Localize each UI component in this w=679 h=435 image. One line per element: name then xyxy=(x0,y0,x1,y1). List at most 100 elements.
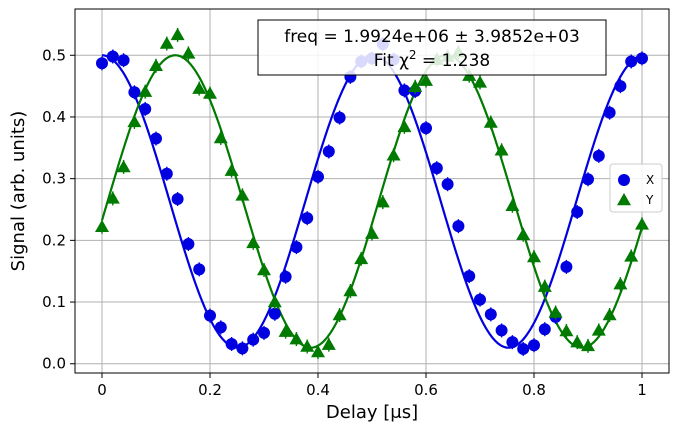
data-point-y xyxy=(300,339,315,352)
data-point-x xyxy=(128,86,141,99)
data-point-y xyxy=(602,308,617,321)
x-tick-label: 0.4 xyxy=(306,381,330,399)
x-axis-label: Delay [μs] xyxy=(326,402,418,423)
x-tick-label: 0.8 xyxy=(522,381,546,399)
x-tick-label: 1 xyxy=(637,381,647,399)
data-point-y xyxy=(203,86,217,99)
data-point-x xyxy=(517,342,530,355)
data-point-y xyxy=(224,163,239,176)
data-point-y xyxy=(505,198,520,212)
fit-annotation-box: freq = 1.9924e+06 ± 3.9852e+03 Fit χ2 = … xyxy=(257,19,607,76)
data-point-x xyxy=(506,336,519,349)
data-point-y xyxy=(397,119,412,133)
data-point-y xyxy=(278,324,293,337)
data-point-x xyxy=(268,307,281,320)
annotation-chi2-suffix: = 1.238 xyxy=(417,51,491,71)
data-point-x xyxy=(560,260,573,273)
data-point-x xyxy=(430,162,443,175)
data-point-y xyxy=(321,337,336,350)
data-point-y xyxy=(235,188,250,201)
data-point-y xyxy=(473,75,487,88)
data-point-y xyxy=(332,308,347,321)
annotation-chi2-text: Fit χ2 = 1.238 xyxy=(374,48,491,71)
data-point-y xyxy=(613,277,628,290)
y-tick-label: 0.2 xyxy=(42,231,66,249)
data-point-y xyxy=(95,219,109,233)
y-tick-label: 0.1 xyxy=(42,293,66,311)
data-point-y xyxy=(386,148,401,161)
annotation-chi2-superscript: 2 xyxy=(409,48,417,62)
x-tick-label: 0.6 xyxy=(414,381,438,399)
data-point-y xyxy=(105,191,120,204)
annotation-box xyxy=(257,19,607,76)
data-point-x xyxy=(625,55,638,68)
data-point-x xyxy=(247,333,260,346)
data-point-x xyxy=(528,339,540,352)
data-point-x xyxy=(225,338,238,351)
data-point-x xyxy=(474,293,486,306)
data-point-y xyxy=(483,115,498,128)
data-point-y xyxy=(343,283,358,297)
data-point-x xyxy=(117,54,130,67)
data-point-x xyxy=(150,132,162,145)
data-point-x xyxy=(193,263,206,276)
data-point-x xyxy=(139,102,152,115)
legend-marker-x xyxy=(618,174,630,186)
data-point-y xyxy=(494,143,509,156)
data-point-y xyxy=(257,262,271,276)
data-point-y xyxy=(149,58,163,72)
data-point-x xyxy=(290,241,303,254)
data-point-y xyxy=(267,295,282,308)
data-point-x xyxy=(96,57,108,70)
data-point-x xyxy=(322,145,335,158)
data-point-x xyxy=(182,238,195,251)
data-point-x xyxy=(614,80,627,93)
data-point-y xyxy=(408,79,423,92)
data-point-x xyxy=(603,106,616,119)
data-point-y xyxy=(527,250,541,263)
data-point-x xyxy=(160,167,173,180)
data-point-x xyxy=(312,170,324,183)
data-point-x xyxy=(636,52,648,65)
data-point-x xyxy=(214,321,227,334)
data-point-x xyxy=(106,50,119,63)
y-axis-label: Signal (arb. units) xyxy=(8,111,29,272)
legend-marker-y xyxy=(617,193,631,206)
y-tick-label: 0.3 xyxy=(42,170,66,188)
legend: XY xyxy=(609,163,663,213)
data-point-y xyxy=(548,305,563,318)
data-point-y xyxy=(159,36,174,49)
data-point-y xyxy=(591,323,606,336)
data-point-y xyxy=(375,195,390,208)
data-point-x xyxy=(333,111,346,124)
data-point-y xyxy=(181,46,196,59)
plot-area-frame xyxy=(74,8,670,374)
data-point-x xyxy=(484,308,497,321)
data-point-x xyxy=(279,270,292,283)
annotation-freq-text: freq = 1.9924e+06 ± 3.9852e+03 xyxy=(284,27,580,47)
data-point-y xyxy=(170,27,185,41)
data-point-x xyxy=(592,149,605,162)
x-tick-label: 0 xyxy=(97,381,107,399)
data-point-y xyxy=(537,279,552,292)
data-point-y xyxy=(354,251,369,265)
data-point-y xyxy=(365,226,379,239)
data-point-x xyxy=(171,193,184,206)
x-tick-label: 0.2 xyxy=(198,381,222,399)
y-tick-label: 0.4 xyxy=(42,108,66,126)
data-point-x xyxy=(495,324,508,337)
data-point-x xyxy=(452,220,465,233)
data-point-x xyxy=(301,212,314,225)
axis-ticks: 0 0.2 0.4 0.6 0.8 1 0.0 0.1 0.2 0.3 0.4 0.5 xyxy=(42,46,647,399)
data-point-x xyxy=(398,84,411,97)
data-point-y xyxy=(581,338,595,352)
data-point-x xyxy=(538,323,551,336)
annotation-chi2-prefix: Fit χ xyxy=(374,51,409,71)
data-point-y xyxy=(246,235,261,249)
data-point-y xyxy=(213,130,228,144)
data-point-x xyxy=(582,173,594,186)
data-point-x xyxy=(420,122,432,135)
legend-label-y: Y xyxy=(645,193,654,207)
data-point-x xyxy=(236,342,249,355)
